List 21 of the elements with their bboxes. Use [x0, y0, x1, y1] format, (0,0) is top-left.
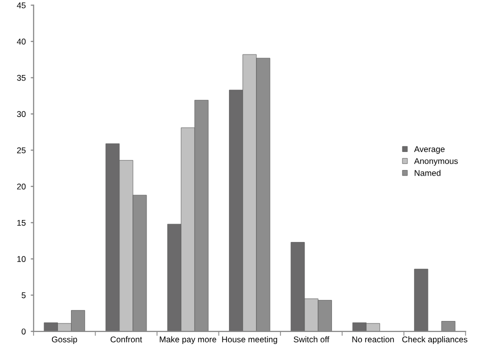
x-tick-label: No reaction: [352, 336, 394, 342]
y-tick-label: 25: [17, 147, 26, 154]
bar: [414, 268, 428, 332]
y-tick-label: 20: [17, 184, 26, 190]
y-tick-label: 45: [16, 2, 26, 8]
y-tick-label: 0: [22, 328, 26, 334]
y-tick-label: 30: [17, 111, 26, 118]
y-tick-label: 40: [16, 38, 26, 45]
x-tick-label: House meeting: [222, 336, 278, 344]
legend-label: Named: [414, 170, 440, 176]
legend-label: Anonymous: [414, 158, 458, 166]
y-tick-label: 15: [17, 220, 26, 226]
x-tick-label: Switch off: [294, 336, 330, 342]
x-tick-label: Check appliances: [402, 336, 468, 344]
y-tick-label: 35: [17, 74, 26, 81]
y-tick-label: 5: [22, 292, 26, 298]
legend-label: Average: [414, 146, 445, 154]
x-tick-label: Confront: [110, 336, 142, 342]
x-tick-label: Gossip: [52, 336, 78, 344]
y-tick-label: 10: [17, 256, 26, 262]
x-tick-label: Make pay more: [160, 336, 216, 344]
